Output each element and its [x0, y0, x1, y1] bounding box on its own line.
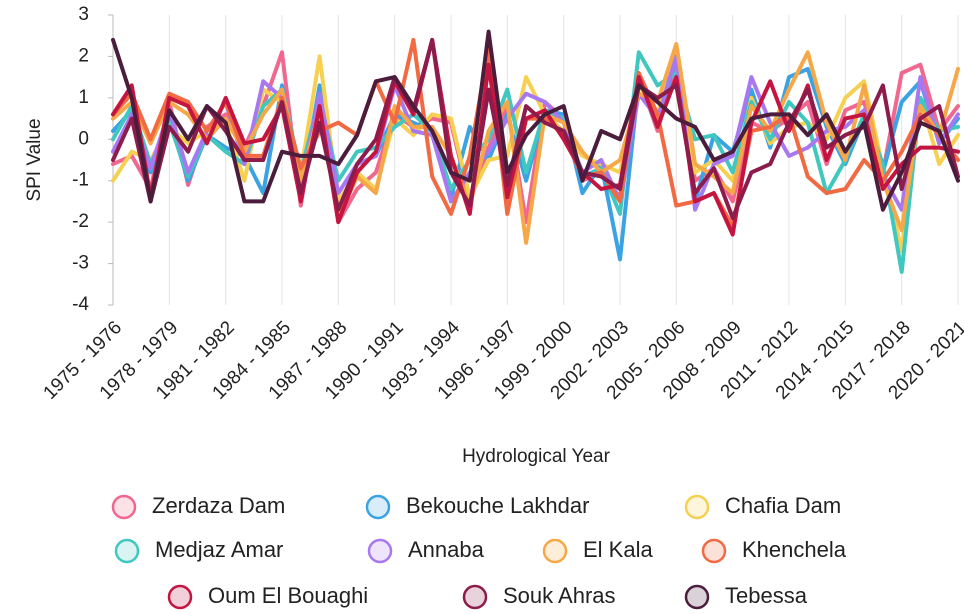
y-tick-label: 1 — [78, 87, 89, 108]
series-line — [111, 54, 960, 212]
legend-label: Medjaz Amar — [155, 537, 283, 562]
series-line — [111, 37, 960, 220]
series-line — [111, 42, 960, 245]
legend-swatch — [365, 494, 391, 520]
y-tick-label: -3 — [72, 253, 89, 274]
legend-label: El Kala — [583, 537, 653, 562]
legend-label: Chafia Dam — [725, 493, 841, 518]
legend-swatch — [367, 538, 393, 564]
legend-label: Khenchela — [742, 537, 847, 562]
y-tick-label: -1 — [72, 170, 89, 191]
series-line — [111, 29, 960, 212]
legend-swatch — [684, 584, 710, 610]
legend-swatch — [111, 494, 137, 520]
x-axis-title: Hydrological Year — [462, 446, 611, 467]
legend-swatch — [167, 584, 193, 610]
y-tick-label: -2 — [72, 211, 89, 232]
legend-label: Souk Ahras — [503, 583, 616, 608]
y-tick-label: 2 — [78, 45, 89, 66]
legend-label: Tebessa — [725, 583, 808, 608]
legend-label: Oum El Bouaghi — [208, 583, 368, 608]
legend-label: Zerdaza Dam — [152, 493, 285, 518]
legend-label: Bekouche Lakhdar — [406, 493, 589, 518]
legend-swatch — [542, 538, 568, 564]
legend-swatch — [462, 584, 488, 610]
y-tick-label: -4 — [72, 294, 89, 315]
legend-swatch — [684, 494, 710, 520]
y-tick-label: 3 — [78, 4, 89, 25]
legend-label: Annaba — [408, 537, 485, 562]
y-axis-title: SPI Value — [24, 118, 45, 201]
y-tick-label: 0 — [78, 128, 89, 149]
legend-swatch — [701, 538, 727, 564]
legend-swatch — [114, 538, 140, 564]
series-line — [111, 37, 960, 229]
